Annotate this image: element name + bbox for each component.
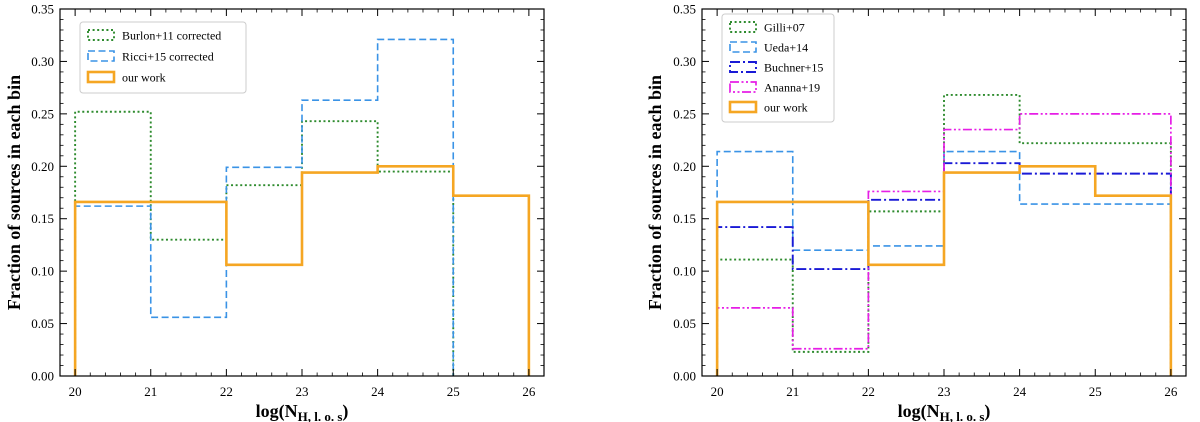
legend-swatch — [729, 61, 757, 73]
series-line-ananna-19 — [716, 113, 1172, 376]
x-tick-label: 21 — [144, 384, 157, 399]
x-axis-title: log(NH, l. o. s) — [898, 401, 991, 422]
x-tick-label: 21 — [786, 384, 799, 399]
x-tick-label: 24 — [1013, 384, 1027, 399]
legend-box — [721, 13, 835, 123]
y-tick-label: 0.30 — [673, 54, 696, 69]
y-tick-label: 0.35 — [673, 2, 696, 17]
y-axis-title: Fraction of sources in each bin — [4, 75, 24, 310]
y-tick-label: 0.20 — [673, 159, 696, 174]
y-tick-label: 0.00 — [673, 369, 696, 384]
y-tick-label: 0.35 — [31, 2, 54, 17]
x-tick-label: 26 — [522, 384, 536, 399]
legend-label: Gilli+07 — [764, 21, 805, 35]
x-tick-label: 26 — [1164, 384, 1178, 399]
x-tick-label: 20 — [69, 384, 82, 399]
legend-label: Burlon+11 corrected — [122, 29, 221, 43]
legend-label: Ricci+15 corrected — [122, 50, 214, 64]
series-line-ricci-15-corrected — [74, 38, 455, 376]
x-axis-title-main: log(N — [898, 401, 940, 422]
legend-box — [79, 21, 247, 94]
x-tick-label: 25 — [1089, 384, 1102, 399]
x-tick-label: 20 — [711, 384, 724, 399]
y-tick-label: 0.15 — [673, 211, 696, 226]
legend-label: Ananna+19 — [764, 81, 820, 95]
legend-swatch — [86, 70, 116, 84]
y-axis-title: Fraction of sources in each bin — [645, 75, 665, 310]
x-axis-title-close: ) — [342, 401, 348, 422]
series-line-buchner-15 — [716, 162, 1172, 376]
series-line-burlon-11-corrected — [74, 110, 455, 376]
legend-label: Buchner+15 — [764, 61, 823, 75]
x-axis-title-main: log(N — [256, 401, 298, 422]
series-line-ueda-14 — [716, 150, 1172, 376]
series-line-gilli-07 — [716, 94, 1172, 376]
series-line-our-work — [715, 164, 1173, 376]
legend-swatch — [728, 100, 758, 114]
y-tick-label: 0.25 — [673, 106, 696, 121]
y-tick-label: 0.05 — [673, 316, 696, 331]
x-axis-title-close: ) — [984, 401, 990, 422]
x-axis-title-subscript: H, l. o. s — [298, 409, 343, 422]
x-tick-label: 25 — [447, 384, 460, 399]
legend-swatch — [87, 50, 115, 62]
x-tick-label: 22 — [220, 384, 233, 399]
y-tick-label: 0.10 — [673, 264, 696, 279]
legend-swatch — [729, 81, 757, 93]
legend-swatch — [729, 41, 757, 53]
y-tick-label: 0.25 — [31, 106, 54, 121]
y-tick-label: 0.00 — [31, 369, 54, 384]
y-tick-label: 0.05 — [31, 316, 54, 331]
x-tick-label: 23 — [938, 384, 951, 399]
x-tick-label: 24 — [371, 384, 385, 399]
x-axis-title: log(NH, l. o. s) — [256, 401, 349, 422]
x-axis-title-subscript: H, l. o. s — [940, 409, 985, 422]
legend-label: our work — [764, 101, 808, 115]
y-tick-label: 0.20 — [31, 159, 54, 174]
x-tick-label: 22 — [862, 384, 875, 399]
y-tick-label: 0.10 — [31, 264, 54, 279]
legend-label: our work — [122, 71, 166, 85]
left-panel: 20 21 22 23 24 25 26 0.00 0.05 0.10 0.15 0.20 0.25 0.… — [4, 2, 545, 422]
series-line-our-work — [73, 164, 531, 376]
y-tick-label: 0.30 — [31, 54, 54, 69]
legend-label: Ueda+14 — [764, 41, 808, 55]
y-tick-label: 0.15 — [31, 211, 54, 226]
right-panel: 20 21 22 23 24 25 26 0.00 0.05 0.10 0.15 0.20 0.25 0.… — [645, 2, 1187, 422]
x-tick-label: 23 — [296, 384, 309, 399]
